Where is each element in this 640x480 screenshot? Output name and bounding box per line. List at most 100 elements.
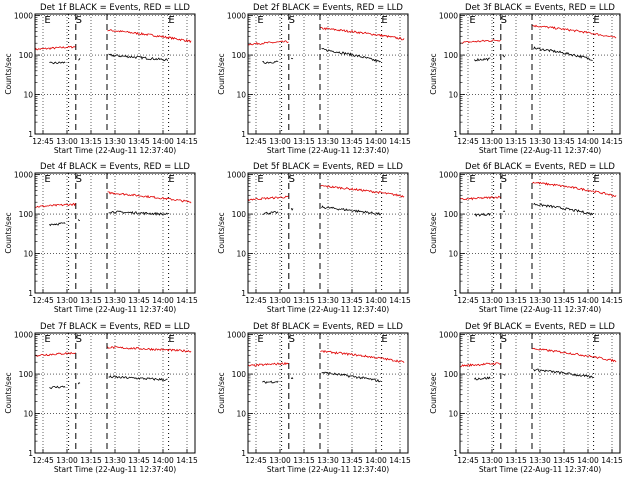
- event-marker-label: E: [44, 15, 50, 26]
- x-tick-label: 13:45: [553, 296, 575, 305]
- event-marker-label: E: [168, 334, 174, 345]
- y-tick-label: 1000: [227, 331, 246, 340]
- event-marker-label: E: [593, 174, 599, 185]
- y-tick-label: 100: [444, 51, 459, 60]
- x-tick-label: 13:15: [505, 137, 527, 146]
- y-axis-label: Counts/sec: [429, 212, 438, 253]
- chart-panel-2: Det 2f BLACK = Events, RED = LLD E S E 12:45…: [217, 3, 411, 155]
- event-marker-label: S: [289, 174, 295, 185]
- x-tick-label: 13:30: [317, 137, 339, 146]
- series-lld-line: [459, 347, 617, 368]
- series-lld-line: [34, 346, 192, 357]
- x-tick-label: 13:30: [104, 296, 126, 305]
- x-axis-label: Start Time (22-Aug-11 12:37:40): [267, 465, 389, 474]
- x-tick-label: 12:45: [245, 137, 267, 146]
- x-tick-label: 14:15: [601, 296, 623, 305]
- x-tick-label: 14:00: [577, 137, 599, 146]
- x-tick-label: 14:00: [365, 456, 387, 465]
- chart-title: Det 3f BLACK = Events, RED = LLD: [465, 3, 615, 13]
- event-marker-label: E: [469, 174, 475, 185]
- x-tick-label: 13:00: [481, 137, 503, 146]
- x-tick-label: 14:15: [389, 456, 411, 465]
- y-tick-label: 1000: [439, 331, 458, 340]
- x-tick-label: 14:00: [365, 137, 387, 146]
- y-tick-label: 10: [23, 250, 33, 259]
- x-tick-label: 12:45: [457, 456, 479, 465]
- x-tick-label: 12:45: [245, 296, 267, 305]
- y-tick-label: 100: [232, 370, 247, 379]
- x-axis-label: Start Time (22-Aug-11 12:37:40): [54, 465, 176, 474]
- y-tick-label: 1000: [227, 171, 246, 180]
- x-tick-label: 13:00: [269, 456, 291, 465]
- chart-panel-8: Det 8f BLACK = Events, RED = LLD E S E 12:45…: [217, 322, 411, 474]
- event-marker-label: E: [168, 174, 174, 185]
- x-axis-label: Start Time (22-Aug-11 12:37:40): [54, 146, 176, 155]
- y-tick-label: 10: [448, 91, 458, 100]
- x-tick-label: 13:00: [56, 137, 78, 146]
- x-tick-label: 13:30: [104, 137, 126, 146]
- x-tick-label: 14:15: [601, 137, 623, 146]
- y-tick-label: 1: [453, 289, 458, 298]
- x-tick-label: 14:15: [601, 456, 623, 465]
- x-tick-label: 13:30: [317, 296, 339, 305]
- y-tick-label: 1: [241, 289, 246, 298]
- series-events-line: [474, 202, 593, 217]
- x-tick-label: 13:30: [529, 296, 551, 305]
- y-tick-label: 100: [232, 51, 247, 60]
- x-tick-label: 12:45: [32, 137, 54, 146]
- y-tick-label: 1000: [439, 171, 458, 180]
- chart-title: Det 8f BLACK = Events, RED = LLD: [253, 322, 403, 332]
- x-tick-label: 14:15: [176, 456, 198, 465]
- x-tick-label: 14:15: [176, 296, 198, 305]
- y-axis-label: Counts/sec: [429, 53, 438, 94]
- y-tick-label: 1: [28, 130, 33, 139]
- x-tick-label: 13:15: [80, 456, 102, 465]
- event-marker-label: E: [381, 174, 387, 185]
- x-tick-label: 13:30: [104, 456, 126, 465]
- x-tick-label: 13:30: [317, 456, 339, 465]
- y-tick-label: 1: [453, 130, 458, 139]
- x-tick-label: 12:45: [457, 137, 479, 146]
- x-tick-label: 14:00: [365, 296, 387, 305]
- x-axis-label: Start Time (22-Aug-11 12:37:40): [267, 146, 389, 155]
- x-tick-label: 13:45: [341, 137, 363, 146]
- x-tick-label: 14:00: [152, 456, 174, 465]
- x-tick-label: 13:30: [529, 137, 551, 146]
- x-tick-label: 13:15: [293, 296, 315, 305]
- y-axis-label: Counts/sec: [217, 372, 226, 413]
- chart-title: Det 6f BLACK = Events, RED = LLD: [465, 162, 615, 172]
- series-lld-line: [34, 191, 192, 208]
- chart-panel-6: Det 6f BLACK = Events, RED = LLD E S E 12:45…: [429, 162, 623, 314]
- event-marker-label: E: [381, 15, 387, 26]
- y-axis-label: Counts/sec: [429, 372, 438, 413]
- series-lld-line: [34, 29, 192, 51]
- y-tick-label: 1: [241, 130, 246, 139]
- event-marker-label: S: [501, 174, 507, 185]
- x-tick-label: 13:15: [293, 137, 315, 146]
- y-axis-label: Counts/sec: [217, 53, 226, 94]
- chart-panel-1: Det 1f BLACK = Events, RED = LLD E S E 12:45…: [4, 3, 198, 155]
- y-tick-label: 100: [444, 210, 459, 219]
- y-tick-label: 100: [232, 210, 247, 219]
- x-tick-label: 13:15: [80, 296, 102, 305]
- y-tick-label: 1000: [14, 12, 33, 21]
- event-marker-label: E: [593, 334, 599, 345]
- x-tick-label: 12:45: [32, 456, 54, 465]
- y-tick-label: 10: [448, 410, 458, 419]
- series-events-line: [262, 205, 381, 216]
- y-tick-label: 100: [19, 51, 34, 60]
- y-tick-label: 10: [23, 410, 33, 419]
- x-tick-label: 13:00: [481, 456, 503, 465]
- chart-panel-7: Det 7f BLACK = Events, RED = LLD E S E 12:45…: [4, 322, 198, 474]
- y-tick-label: 1: [241, 449, 246, 458]
- chart-title: Det 7f BLACK = Events, RED = LLD: [40, 322, 190, 332]
- series-lld-line: [459, 181, 617, 201]
- x-axis-label: Start Time (22-Aug-11 12:37:40): [267, 305, 389, 314]
- y-tick-label: 100: [19, 370, 34, 379]
- x-tick-label: 13:00: [269, 137, 291, 146]
- event-marker-label: E: [168, 15, 174, 26]
- x-tick-label: 14:00: [152, 137, 174, 146]
- chart-panel-9: Det 9f BLACK = Events, RED = LLD E S E 12:45…: [429, 322, 623, 474]
- y-tick-label: 1000: [227, 12, 246, 21]
